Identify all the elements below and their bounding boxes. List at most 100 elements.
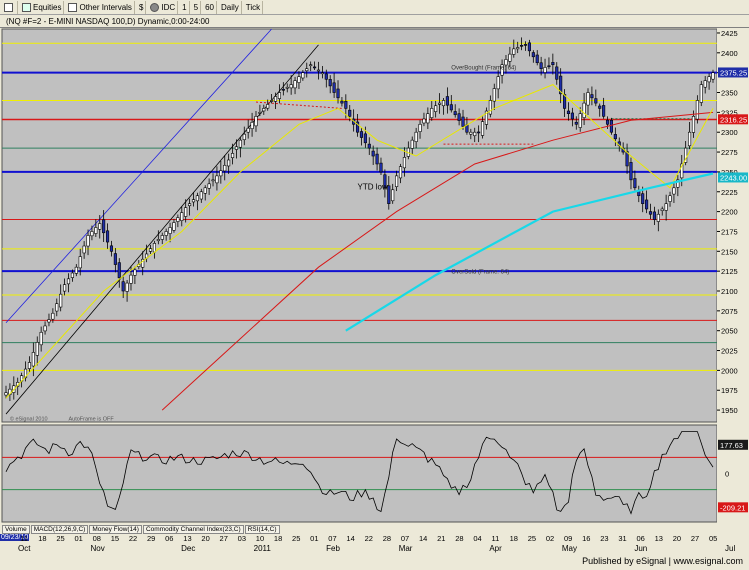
x-tick-label: 03 <box>237 534 246 543</box>
candle-body <box>578 113 582 128</box>
x-tick-label: 07 <box>400 534 410 543</box>
candle-body <box>109 245 114 252</box>
month-label: Feb <box>326 544 340 553</box>
candle-body <box>51 312 55 320</box>
candle-body <box>324 73 328 80</box>
candle-body <box>168 227 172 234</box>
oscillator-panel <box>1 424 718 523</box>
candle-body <box>305 68 309 72</box>
candle-body <box>645 199 649 210</box>
candle-body <box>676 179 680 188</box>
price-box <box>718 67 748 78</box>
interval-1[interactable]: 1 <box>180 0 190 14</box>
month-label: Jul <box>725 544 736 553</box>
tab-volume[interactable]: Volume <box>2 524 30 534</box>
candle-body <box>266 104 270 109</box>
interval-tick[interactable]: Tick <box>244 0 264 14</box>
candle-body <box>70 272 74 278</box>
candle-body <box>277 92 281 99</box>
toolbar-dollar[interactable]: $ <box>137 0 147 14</box>
candle-body <box>273 96 278 102</box>
candle-body <box>484 110 489 125</box>
month-label: Jun <box>634 544 648 553</box>
candle-body <box>375 153 379 165</box>
tab-macd[interactable]: MACD(12,26,9,C) <box>30 524 89 534</box>
y-tick-label: 2400 <box>721 49 738 58</box>
idc-label: IDC <box>161 2 176 12</box>
y-tick-label: 2100 <box>721 287 738 296</box>
candle-body <box>309 64 313 67</box>
candle-body <box>234 146 239 150</box>
month-label: 2011 <box>253 544 271 553</box>
candle-body <box>160 235 164 240</box>
candle-body <box>180 212 184 221</box>
candle-body <box>402 157 406 169</box>
x-tick-label: 20 <box>672 534 682 543</box>
candle-body <box>648 211 653 215</box>
candle-body <box>270 100 274 102</box>
candle-body <box>297 76 301 83</box>
candle-body <box>316 69 321 72</box>
x-tick-label: 11 <box>20 534 28 543</box>
ma-line-yellow <box>5 84 714 399</box>
x-tick-label: 25 <box>292 534 301 543</box>
study-tabs: Volume MACD(12,26,9,C) Money Flow(14) Co… <box>0 524 749 534</box>
candle-body <box>74 266 78 274</box>
x-tick-label: 20 <box>201 534 210 543</box>
candle-body <box>78 256 82 269</box>
toolbar-other-intervals[interactable]: Other Intervals <box>66 0 135 14</box>
candle-body <box>172 222 176 231</box>
interval-5[interactable]: 5 <box>192 0 202 14</box>
candle-body <box>410 139 414 149</box>
candle-body <box>367 143 371 149</box>
y-tick-label: 2000 <box>721 366 738 375</box>
osc-value-box <box>718 502 748 513</box>
candle-body <box>426 113 430 124</box>
candle-body <box>531 52 535 58</box>
candle-body <box>355 121 360 133</box>
candle-body <box>238 139 242 148</box>
toolbar-equities[interactable]: Equities <box>20 0 65 14</box>
interval-tick-label: Tick <box>245 2 261 12</box>
interval-daily[interactable]: Daily <box>219 0 242 14</box>
tab-rsi[interactable]: RSI(14,C) <box>244 524 280 534</box>
interval-60[interactable]: 60 <box>203 0 217 14</box>
candle-body <box>336 88 340 99</box>
ma-line-red <box>161 111 714 411</box>
price-box <box>718 114 748 125</box>
candle-body <box>512 48 516 55</box>
month-label: Oct <box>18 544 31 553</box>
candle-body <box>301 72 305 79</box>
y-tick-label: 2225 <box>721 188 738 197</box>
candle-body <box>63 284 67 292</box>
y-tick-label: 2275 <box>721 148 738 157</box>
candle-body <box>82 245 86 254</box>
candle-body <box>242 133 246 141</box>
overbought-label: OverBought (Frame: 64) <box>451 65 516 71</box>
tab-money-flow[interactable]: Money Flow(14) <box>89 524 142 534</box>
candle-body <box>387 185 391 204</box>
y-tick-label: 2125 <box>721 267 738 276</box>
candle-body <box>141 258 145 268</box>
tab-cci[interactable]: Commodity Channel Index(23,C) <box>142 524 244 534</box>
footer-credit: Published by eSignal | www.esignal.com <box>582 556 743 566</box>
toolbar-new[interactable] <box>2 0 18 14</box>
toolbar-idc[interactable]: IDC <box>148 0 179 14</box>
x-tick-label: 14 <box>346 534 355 543</box>
candle-body <box>566 110 571 114</box>
candle-body <box>113 253 117 265</box>
candle-body <box>602 105 606 117</box>
candle-body <box>105 230 110 243</box>
candle-body <box>598 105 602 109</box>
candle-body <box>156 239 160 242</box>
candle-body <box>31 352 35 367</box>
candle-body <box>504 59 508 66</box>
y-tick-label: 2075 <box>721 307 738 316</box>
candle-body <box>434 105 438 112</box>
candle-body <box>191 199 196 203</box>
candle-body <box>680 163 684 179</box>
candle-body <box>629 162 633 181</box>
candle-body <box>332 82 336 93</box>
x-tick-label: 29 <box>147 534 156 543</box>
